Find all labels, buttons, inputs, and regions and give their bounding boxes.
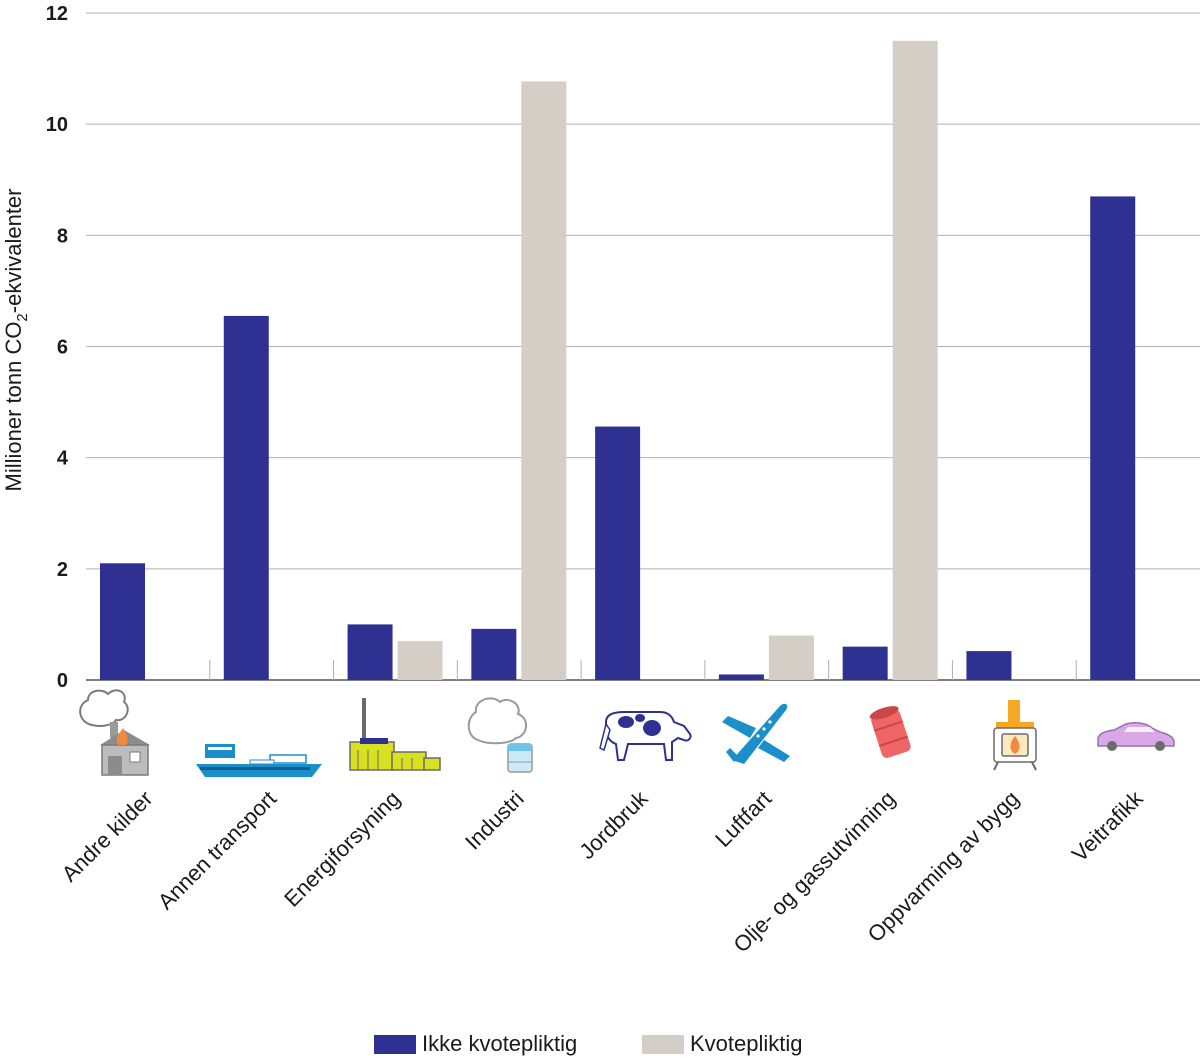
- y-tick-label-8: 8: [57, 225, 68, 247]
- x-tick-label-1: Annen transport: [153, 786, 281, 914]
- x-tick-label-2: Energiforsyning: [279, 786, 405, 912]
- legend: Ikke kvotepliktig Kvotepliktig: [0, 1028, 1200, 1060]
- bar-ikke-kvotepliktig-6: [842, 646, 888, 680]
- category-icons: [79, 689, 1175, 777]
- bar-kvotepliktig-5: [768, 635, 814, 680]
- x-tick-label-4: Jordbruk: [574, 785, 653, 864]
- y-axis-label: Millioner tonn CO2-ekvivalenter: [1, 188, 31, 491]
- x-tick-label-5: Luftfart: [710, 786, 776, 852]
- airplane-icon: [722, 703, 790, 764]
- bar-ikke-kvotepliktig-7: [966, 651, 1012, 680]
- house-smoke-icon: [79, 689, 150, 776]
- y-axis-ticks: 0 2 4 6 8 10 12: [46, 3, 69, 692]
- y-tick-label-0: 0: [57, 670, 68, 692]
- car-icon: [1097, 722, 1175, 751]
- bar-ikke-kvotepliktig-3: [471, 628, 517, 680]
- bar-ikke-kvotepliktig-1: [223, 315, 269, 680]
- factory-icon: [467, 697, 533, 773]
- bar-ikke-kvotepliktig-4: [595, 426, 641, 680]
- legend-item-ikke-kvotepliktig: Ikke kvotepliktig: [374, 1028, 577, 1060]
- bar-ikke-kvotepliktig-0: [100, 563, 145, 680]
- oil-barrel-icon: [869, 706, 911, 758]
- ship-icon: [196, 744, 322, 777]
- y-tick-label-4: 4: [57, 448, 69, 470]
- bar-ikke-kvotepliktig-8: [1090, 196, 1136, 681]
- x-tick-label-0: Andre kilder: [57, 786, 158, 887]
- bar-chart: 0 2 4 6 8 10 12: [1, 3, 1200, 957]
- bar-kvotepliktig-6: [892, 40, 938, 680]
- svg-text:Millioner tonn CO2-ekvivalente: Millioner tonn CO2-ekvivalenter: [1, 188, 31, 491]
- bars: [100, 40, 1136, 681]
- y-tick-label-10: 10: [46, 114, 68, 136]
- y-tick-label-12: 12: [46, 3, 68, 25]
- y-axis-label-suffix: -ekvivalenter: [1, 188, 26, 313]
- y-tick-label-2: 2: [57, 559, 68, 581]
- gridlines: [86, 12, 1200, 681]
- bar-kvotepliktig-3: [521, 81, 567, 681]
- y-tick-label-6: 6: [57, 337, 68, 359]
- x-tick-label-8: Veitrafikk: [1067, 785, 1148, 866]
- wood-stove-icon: [993, 700, 1037, 771]
- cow-icon: [599, 711, 692, 761]
- bar-ikke-kvotepliktig-2: [347, 624, 393, 680]
- power-plant-icon: [349, 698, 441, 771]
- legend-label-kvotepliktig: Kvotepliktig: [690, 1031, 803, 1056]
- bar-ikke-kvotepliktig-5: [718, 674, 764, 680]
- y-axis-label-main: Millioner tonn CO: [1, 322, 26, 492]
- legend-label-ikke-kvotepliktig: Ikke kvotepliktig: [422, 1031, 578, 1056]
- category-separators: [209, 660, 1077, 680]
- legend-swatch-kvotepliktig: [642, 1034, 684, 1054]
- bar-kvotepliktig-2: [397, 641, 443, 680]
- x-tick-label-3: Industri: [460, 786, 529, 855]
- legend-swatch-ikke-kvotepliktig: [374, 1034, 416, 1054]
- y-axis-label-subscript: 2: [14, 313, 31, 321]
- legend-item-kvotepliktig: Kvotepliktig: [642, 1028, 803, 1060]
